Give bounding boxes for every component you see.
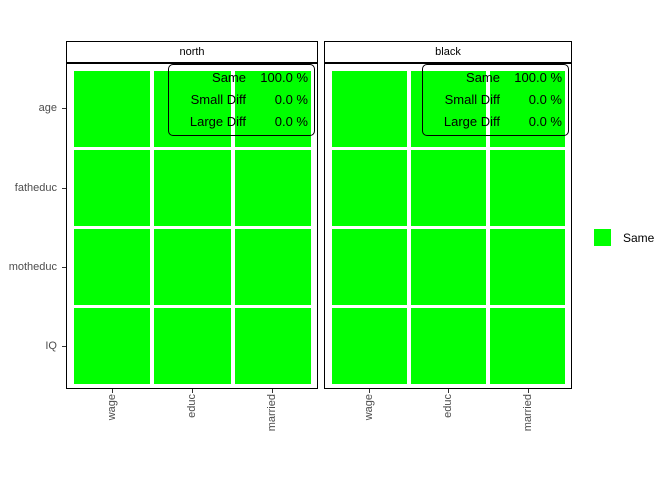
facet-panel-black: Same 100.0 % Small Diff 0.0 % Large Diff… [324,63,572,389]
heatmap-tile [332,150,407,226]
x-tick [369,389,370,393]
annotation-label: Large Diff [443,114,500,129]
tile-grid-black [332,71,565,384]
x-tick [272,389,273,393]
heatmap-tile [332,71,407,147]
facet-strip-label: black [435,46,461,58]
facet-strip-label: north [179,46,205,58]
legend-label: Same [623,230,655,245]
x-tick [112,389,113,393]
facet-strip-black: black [324,41,572,63]
annotation-row: Large Diff 0.0 % [423,111,568,133]
facet-panel-north: Same 100.0 % Small Diff 0.0 % Large Diff… [66,63,318,389]
y-tick [62,108,66,109]
annotation-box-north: Same 100.0 % Small Diff 0.0 % Large Diff… [168,64,315,136]
y-tick [62,346,66,347]
x-axis-label-educ: educ [186,394,198,418]
annotation-row: Large Diff 0.0 % [169,111,314,133]
annotation-value: 100.0 % [260,70,308,85]
legend: Same [594,229,654,246]
heatmap-tile [154,71,231,147]
annotation-label: Large Diff [189,114,246,129]
heatmap-tile [490,308,565,384]
heatmap-tile [154,150,231,226]
annotation-row: Same 100.0 % [169,67,314,89]
annotation-value: 0.0 % [274,92,308,107]
annotation-label: Same [466,70,500,85]
x-tick [192,389,193,393]
heatmap-tile [74,229,151,305]
y-axis-label-motheduc: motheduc [8,261,57,273]
x-axis-label-married: married [522,394,534,432]
heatmap-tile [411,229,486,305]
annotation-row: Small Diff 0.0 % [423,89,568,111]
legend-key-same [594,229,611,246]
y-axis-label-iq: IQ [45,340,57,352]
annotation-value: 0.0 % [274,114,308,129]
facet-strip-north: north [66,41,318,63]
y-tick [62,188,66,189]
heatmap-tile [490,150,565,226]
heatmap-tile [74,71,151,147]
heatmap-tile [411,308,486,384]
x-tick [448,389,449,393]
heatmap-tile [332,229,407,305]
annotation-value: 100.0 % [514,70,562,85]
heatmap-tile [74,150,151,226]
annotation-box-black: Same 100.0 % Small Diff 0.0 % Large Diff… [422,64,569,136]
heatmap-tile [234,71,311,147]
heatmap-tile [154,229,231,305]
annotation-value: 0.0 % [528,92,562,107]
annotation-label: Small Diff [444,92,500,107]
heatmap-tile [154,308,231,384]
heatmap-tile [234,229,311,305]
y-axis-label-age: age [38,102,57,114]
heatmap-tile [332,308,407,384]
tile-grid-north [74,71,311,384]
heatmap-tile [411,150,486,226]
x-axis-label-wage: wage [363,394,375,421]
y-tick [62,267,66,268]
heatmap-tile [490,229,565,305]
x-axis-label-married: married [266,394,278,432]
x-axis-label-educ: educ [442,394,454,418]
annotation-label: Small Diff [190,92,246,107]
x-axis-label-wage: wage [106,394,118,421]
x-tick [528,389,529,393]
heatmap-tile [234,308,311,384]
y-axis-label-fatheduc: fatheduc [14,182,57,194]
heatmap-tile [74,308,151,384]
annotation-row: Small Diff 0.0 % [169,89,314,111]
annotation-row: Same 100.0 % [423,67,568,89]
heatmap-tile [490,71,565,147]
annotation-value: 0.0 % [528,114,562,129]
annotation-label: Same [212,70,246,85]
heatmap-tile [234,150,311,226]
